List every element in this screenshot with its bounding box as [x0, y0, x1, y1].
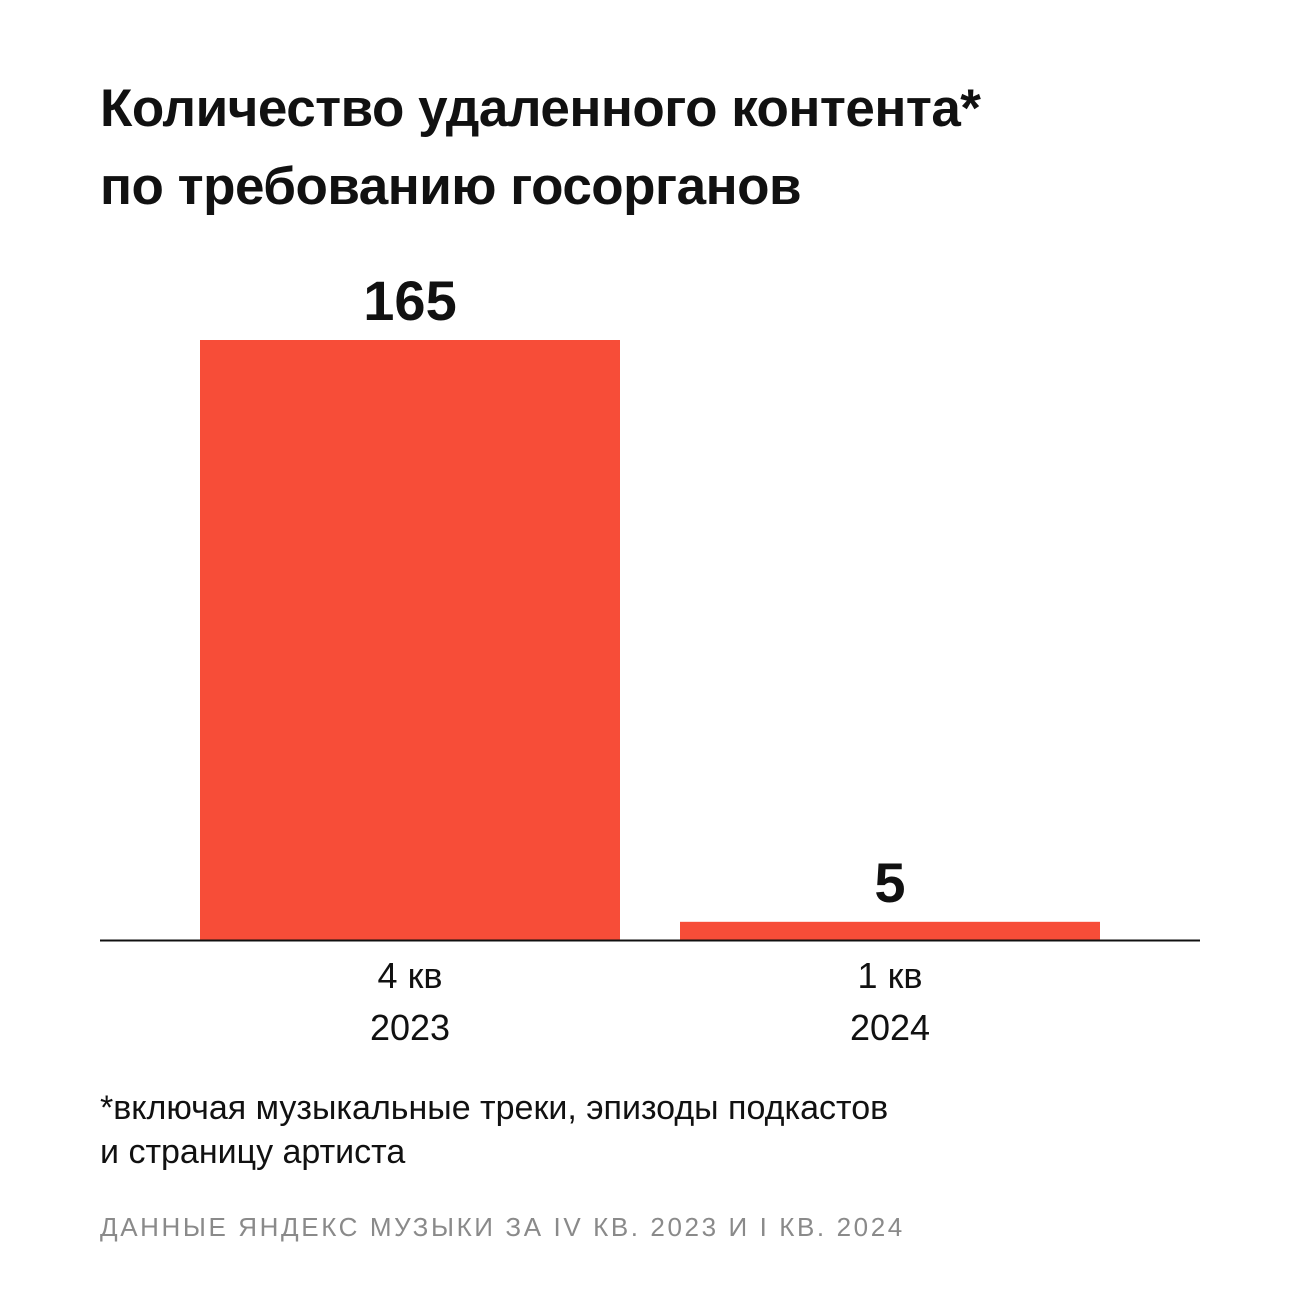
x-tick-label-1-line-1: 4 кв [378, 955, 443, 996]
footnote: *включая музыкальные треки, эпизоды подк… [100, 1086, 1220, 1174]
footnote-line-1: *включая музыкальные треки, эпизоды подк… [100, 1089, 889, 1127]
chart-title-line-1: Количество удаленного контента* [100, 79, 981, 138]
chart-title: Количество удаленного контента* по требо… [100, 70, 1220, 226]
x-tick-label-2-line-2: 2024 [850, 1007, 930, 1048]
chart-title-line-2: по требованию госорганов [100, 157, 802, 216]
footnote-line-2: и страницу артиста [100, 1133, 406, 1171]
x-tick-label-2-line-1: 1 кв [858, 955, 923, 996]
data-label-1: 165 [363, 269, 456, 332]
source-note: ДАННЫЕ ЯНДЕКС МУЗЫКИ ЗА IV КВ. 2023 И I … [100, 1212, 905, 1242]
bar-2 [680, 921, 1100, 940]
x-tick-label-1-line-2: 2023 [370, 1007, 450, 1048]
data-label-2: 5 [874, 851, 905, 914]
bar-1 [200, 340, 620, 940]
